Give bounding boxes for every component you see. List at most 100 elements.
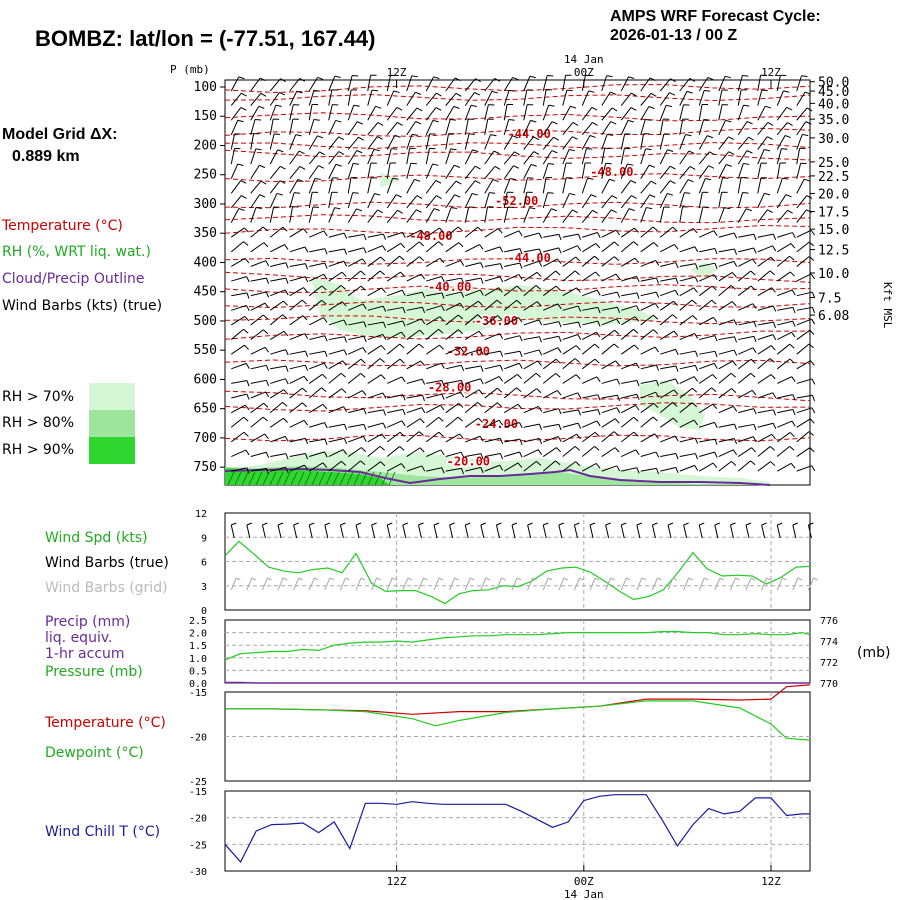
wind-barb-flag	[416, 195, 423, 199]
wind-barb	[231, 304, 247, 311]
wind-barb-grid	[683, 577, 690, 591]
wind-barb-flag	[480, 277, 484, 284]
wind-barb-flag	[654, 303, 660, 309]
wind-barb	[289, 91, 298, 106]
wind-barb-flag	[418, 343, 424, 349]
wind-barb-flag	[635, 449, 640, 455]
wind-barb-flag	[402, 394, 406, 401]
isotherm-line	[224, 301, 811, 309]
wind-barb-flag	[751, 390, 757, 396]
wind-barb	[348, 258, 363, 267]
wind-barb	[718, 301, 733, 311]
wind-barb	[386, 194, 397, 209]
wind-barb	[738, 423, 755, 428]
wind-barb	[406, 75, 413, 92]
wind-barb-flag	[558, 408, 562, 415]
wind-barb-flag	[318, 165, 325, 169]
wind-barb-flag	[808, 431, 814, 436]
wind-barb-flag	[748, 136, 754, 141]
wind-barb	[542, 208, 552, 223]
wind-barb	[777, 409, 794, 414]
wind-barb	[465, 453, 482, 458]
wind-barb	[347, 372, 362, 384]
cloud-hatch	[346, 471, 354, 486]
wind-barb-flag	[649, 77, 656, 81]
wind-barb	[347, 163, 354, 179]
wind-barb	[503, 90, 510, 106]
wind-barb-flag	[538, 438, 543, 445]
wind-barb	[328, 406, 344, 414]
wind-barb-flag	[304, 246, 309, 253]
wind-barb	[699, 421, 715, 428]
wind-barb-flag	[712, 374, 718, 380]
wind-barb	[308, 119, 315, 136]
wind-chill-tick-label: -20	[189, 814, 207, 825]
wind-barb-flag	[304, 464, 309, 471]
wind-barb-flag	[519, 335, 523, 342]
wind-barb	[659, 314, 673, 326]
wind-barb-flag	[734, 336, 738, 343]
wind-barb-flag	[342, 449, 348, 455]
wind-barb	[659, 180, 671, 194]
pressure-unit-label: (mb)	[857, 645, 891, 661]
wind-barb	[348, 408, 364, 414]
wind-barb-flag	[674, 435, 679, 442]
wind-barb-flag	[512, 76, 519, 81]
wind-barb-true-flag	[745, 522, 752, 526]
wind-barb	[796, 91, 806, 106]
wind-barb	[308, 192, 313, 209]
wind-barb	[386, 162, 391, 179]
wind-barb	[543, 408, 559, 414]
wind-barb-flag	[240, 180, 247, 184]
wind-barb-flag	[259, 164, 266, 169]
wind-barb-grid	[542, 577, 549, 591]
wind-barb	[659, 92, 670, 106]
cloud-hatch	[241, 471, 249, 486]
wind-barb	[406, 447, 421, 457]
wind-barb-flag	[397, 122, 403, 126]
wind-barb-flag	[259, 194, 266, 198]
wind-barb-grid-flag	[797, 577, 803, 581]
wind-barb	[581, 194, 592, 209]
wind-barb	[386, 148, 392, 165]
wind-barb	[660, 243, 675, 253]
wind-barb-flag	[335, 119, 342, 123]
wind-barb-flag	[708, 165, 715, 169]
wind-barb	[309, 350, 326, 355]
wind-barb-flag	[421, 307, 426, 313]
wind-barb	[406, 431, 420, 443]
wind-barb	[309, 273, 324, 282]
wind-barb	[718, 89, 723, 106]
isotherm-label: -32.00	[447, 344, 490, 358]
wind-barb-flag	[402, 320, 406, 327]
wind-barb-flag	[610, 91, 617, 95]
wind-barb-flag	[770, 374, 776, 380]
wind-barb-flag	[284, 244, 289, 250]
wind-barb	[445, 148, 452, 165]
wind-barb-flag	[238, 76, 245, 80]
wind-barb-flag	[770, 256, 776, 262]
wind-barb	[328, 232, 345, 238]
wind-barb	[581, 135, 591, 150]
wind-barb	[679, 276, 696, 282]
wind-barb	[289, 375, 305, 384]
wind-barb	[601, 163, 607, 179]
wind-barb	[504, 274, 520, 282]
wind-barb	[718, 104, 723, 121]
legend-temperature: Temperature (°C)	[2, 218, 123, 234]
wind-barb-flag	[609, 178, 616, 182]
wind-barb-flag	[285, 378, 289, 385]
wind-barb-flag	[746, 150, 753, 154]
height-tick-label: 40.0	[818, 97, 849, 112]
wind-barb	[289, 179, 299, 194]
wind-barb-flag	[655, 260, 660, 266]
wind-barb	[737, 389, 753, 399]
wind-barb	[698, 403, 714, 414]
wind-barb-flag	[400, 271, 406, 277]
wind-barb-flag	[752, 258, 757, 265]
wind-barb-flag	[246, 292, 250, 299]
wind-barb-flag	[459, 346, 465, 353]
wind-barb-flag	[653, 314, 659, 320]
wind-barb-flag	[746, 121, 753, 125]
wind-barb-flag	[518, 363, 523, 369]
